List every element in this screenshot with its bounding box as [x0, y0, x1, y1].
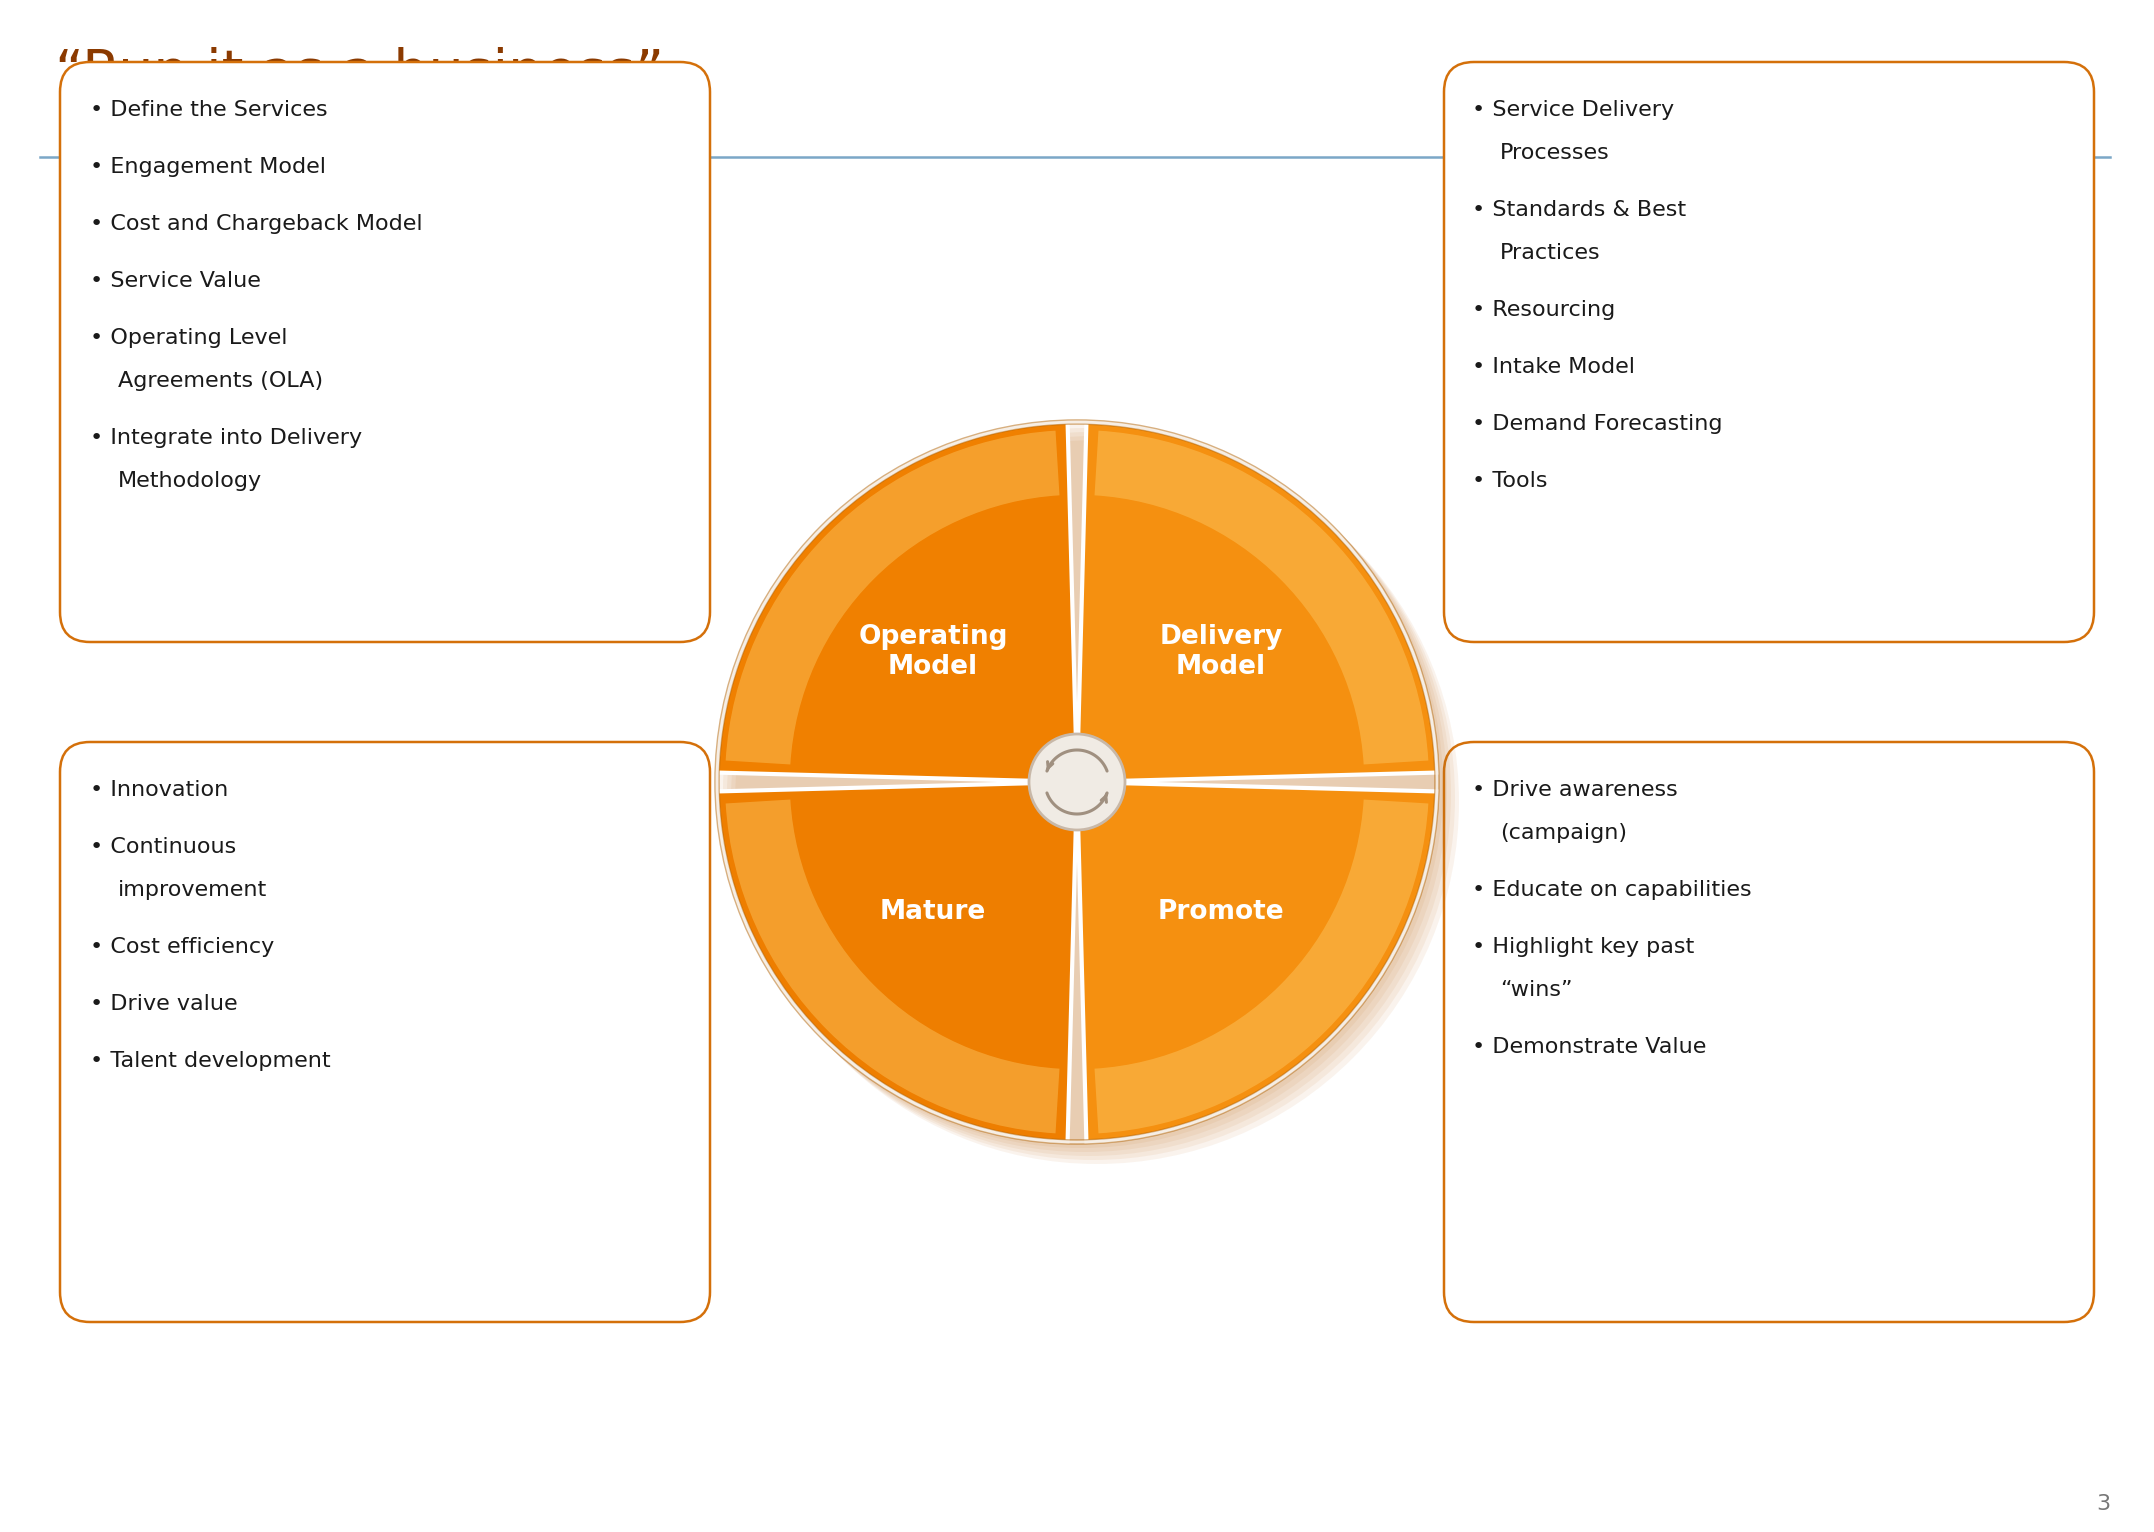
- Wedge shape: [726, 800, 1060, 1134]
- Text: • Resourcing: • Resourcing: [1471, 299, 1616, 320]
- Circle shape: [724, 427, 1447, 1152]
- Text: improvement: improvement: [118, 879, 267, 899]
- Text: Promote: Promote: [1157, 899, 1284, 925]
- FancyBboxPatch shape: [60, 61, 711, 642]
- Text: • Demand Forecasting: • Demand Forecasting: [1471, 414, 1723, 434]
- Text: • Innovation: • Innovation: [90, 780, 228, 800]
- Circle shape: [728, 432, 1452, 1157]
- Text: • Service Delivery: • Service Delivery: [1471, 100, 1674, 119]
- Wedge shape: [1077, 781, 1437, 1141]
- Wedge shape: [726, 430, 1060, 764]
- FancyBboxPatch shape: [60, 741, 711, 1322]
- Wedge shape: [1094, 800, 1428, 1134]
- Text: • Define the Services: • Define the Services: [90, 100, 327, 119]
- Text: “wins”: “wins”: [1499, 979, 1572, 999]
- Text: Mature: Mature: [879, 899, 987, 925]
- Text: 3: 3: [2096, 1494, 2111, 1514]
- Text: • Drive awareness: • Drive awareness: [1471, 780, 1678, 800]
- Text: • Integrate into Delivery: • Integrate into Delivery: [90, 427, 362, 447]
- Text: (campaign): (campaign): [1499, 823, 1626, 843]
- Circle shape: [1030, 734, 1124, 830]
- Text: • Demonstrate Value: • Demonstrate Value: [1471, 1037, 1706, 1057]
- Circle shape: [735, 440, 1458, 1164]
- Text: • Engagement Model: • Engagement Model: [90, 156, 325, 178]
- Text: Methodology: Methodology: [118, 470, 263, 490]
- Text: • Drive value: • Drive value: [90, 994, 237, 1014]
- Text: “Run it as a business”: “Run it as a business”: [56, 47, 663, 101]
- Text: • Tools: • Tools: [1471, 470, 1547, 490]
- FancyBboxPatch shape: [1443, 61, 2094, 642]
- Wedge shape: [1077, 423, 1437, 781]
- Text: • Standards & Best: • Standards & Best: [1471, 199, 1687, 219]
- Text: • Highlight key past: • Highlight key past: [1471, 936, 1695, 958]
- Text: Practices: Practices: [1499, 242, 1600, 262]
- Circle shape: [730, 437, 1454, 1160]
- Text: Delivery
Model: Delivery Model: [1159, 625, 1282, 680]
- Text: • Educate on capabilities: • Educate on capabilities: [1471, 879, 1751, 899]
- Wedge shape: [717, 781, 1077, 1141]
- Text: • Talent development: • Talent development: [90, 1051, 330, 1071]
- Text: • Service Value: • Service Value: [90, 271, 261, 291]
- Circle shape: [719, 424, 1443, 1147]
- Text: • Intake Model: • Intake Model: [1471, 357, 1635, 377]
- Text: • Operating Level: • Operating Level: [90, 328, 286, 348]
- FancyBboxPatch shape: [1443, 741, 2094, 1322]
- Text: Operating
Model: Operating Model: [857, 625, 1008, 680]
- Text: • Cost efficiency: • Cost efficiency: [90, 936, 274, 958]
- Text: Agreements (OLA): Agreements (OLA): [118, 371, 323, 391]
- Text: Processes: Processes: [1499, 142, 1609, 162]
- Wedge shape: [717, 423, 1077, 781]
- Text: • Continuous: • Continuous: [90, 836, 237, 856]
- Wedge shape: [1094, 430, 1428, 764]
- Text: • Cost and Chargeback Model: • Cost and Chargeback Model: [90, 214, 422, 234]
